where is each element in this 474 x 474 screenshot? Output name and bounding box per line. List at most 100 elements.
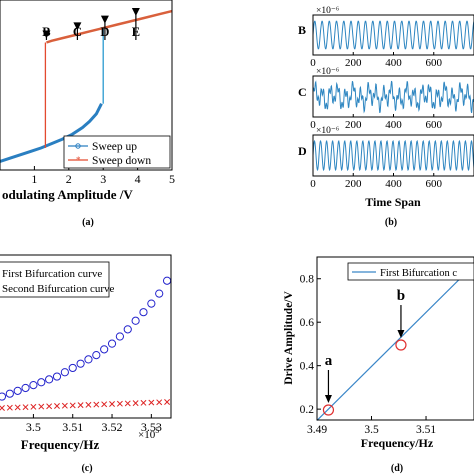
x-tick-label: 1	[31, 172, 37, 186]
cross-marker	[0, 405, 5, 411]
axes-box	[0, 254, 172, 419]
arrow-head	[42, 30, 51, 39]
subplot-label-B: B	[298, 23, 306, 37]
caption-a: (a)	[82, 217, 94, 228]
cross-marker	[140, 399, 147, 406]
subplot-label-C: C	[298, 85, 307, 99]
x-tick-label: 400	[385, 57, 402, 69]
exponent-label-D: ×10⁻⁶	[316, 126, 339, 136]
x-tick-label: 3.49	[307, 424, 327, 436]
x-axis-label: Frequency/Hz	[361, 436, 434, 450]
legend: First Bifurcation c	[347, 262, 474, 281]
x-tick-label: 2	[66, 172, 72, 186]
x-tick-label: 4	[135, 172, 141, 186]
arrow-head	[73, 22, 82, 31]
circle-marker	[52, 372, 62, 381]
cross-marker	[14, 404, 21, 411]
x-tick-label: 5	[169, 172, 175, 186]
circle-marker	[92, 350, 101, 360]
y-tick-label: 0.6	[300, 317, 315, 329]
circle-marker	[100, 345, 109, 354]
cross-marker	[77, 402, 84, 409]
x-tick-label: 600	[426, 178, 443, 190]
x-tick-label: 200	[345, 119, 362, 131]
cross-marker	[54, 403, 60, 409]
x-tick-label: 0	[310, 57, 316, 69]
x-tick-label: 3.52	[102, 420, 123, 434]
legend-entry-sweep-up: Sweep up	[92, 141, 137, 153]
x-tick-label: 3.51	[62, 420, 83, 434]
x-axis-label: Time Span	[365, 195, 421, 209]
circle-marker	[68, 363, 77, 373]
cross-marker	[156, 399, 163, 406]
cross-marker	[22, 404, 29, 411]
panel-d: 3.49 3.5 3.51 0.2 0.4 0.6 0.8 First Bifurcatio…	[283, 256, 474, 474]
bifurcation-line	[316, 263, 474, 421]
legend-entry-sweep-down: Sweep down	[92, 155, 151, 167]
x-tick-label: 3	[100, 172, 106, 186]
circle-marker	[29, 381, 38, 390]
svg-text:*: *	[76, 155, 81, 165]
circle-marker	[13, 386, 22, 395]
exponent-label-B: ×10⁻⁶	[316, 6, 339, 16]
x-tick-label: 400	[385, 119, 402, 131]
sweep-up-line	[0, 103, 103, 163]
subplot-label-D: D	[298, 144, 307, 158]
y-axis-label: Drive Amplitude/V	[283, 291, 295, 385]
x-exponent: ×105	[138, 426, 159, 441]
circle-marker	[76, 359, 85, 368]
y-tick-label: 0.4	[300, 361, 315, 373]
circle-marker	[0, 392, 7, 401]
cross-marker	[46, 403, 53, 410]
panel-b: ×10⁻⁶ ×10⁻⁶ ×10⁻⁶ B C D 0 200 400 600 0 200 40…	[298, 6, 474, 228]
cross-marker	[164, 399, 171, 405]
circle-marker	[107, 339, 117, 348]
x-axis-label: Frequency/Hz	[21, 437, 100, 452]
x-tick-label: 3.5	[26, 420, 41, 434]
cross-marker	[124, 400, 131, 407]
signal-C	[312, 80, 474, 114]
highlight-marker	[395, 339, 407, 351]
arrow-head	[324, 395, 332, 404]
legend: First Bifurcation curve Second Bifurcati…	[0, 261, 115, 298]
x-tick-label: 3.5	[364, 424, 379, 436]
x-tick-label: 400	[385, 178, 402, 190]
cross-marker	[61, 402, 68, 409]
circle-marker	[155, 289, 164, 298]
arrow-head	[131, 7, 140, 16]
circle-marker	[84, 355, 93, 364]
legend-entry-second: Second Bifurcation curve	[2, 283, 115, 295]
annotation-b: b	[397, 288, 405, 304]
caption-b: (b)	[385, 217, 397, 228]
y-tick-label: 0.8	[300, 274, 315, 286]
cross-marker	[69, 402, 76, 409]
x-tick-label: 0	[310, 119, 316, 131]
cross-marker	[6, 404, 13, 411]
cross-marker	[116, 400, 123, 407]
cross-marker	[101, 401, 108, 408]
circle-marker	[37, 378, 46, 387]
signal-B	[312, 20, 474, 50]
cross-marker	[148, 399, 155, 406]
x-tick-label: 600	[426, 119, 443, 131]
cross-marker	[132, 400, 139, 407]
x-axis-label: odulating Amplitude /V	[2, 187, 133, 202]
circle-marker	[162, 276, 172, 285]
y-tick-label: 0.2	[300, 404, 315, 416]
circle-marker	[21, 383, 30, 393]
x-tick-label: 200	[345, 57, 362, 69]
circle-marker	[147, 299, 156, 308]
cross-marker	[38, 403, 45, 410]
signal-D	[312, 139, 474, 172]
x-tick-label: 200	[345, 178, 362, 190]
legend: Sweep up * Sweep down	[63, 135, 171, 169]
legend-entry-first: First Bifurcation c	[380, 268, 457, 279]
highlight-marker	[322, 404, 335, 416]
circle-marker	[115, 332, 124, 341]
cross-marker	[85, 401, 92, 408]
cross-marker	[93, 401, 100, 408]
cross-marker	[30, 403, 37, 410]
axes-box	[0, 0, 173, 171]
